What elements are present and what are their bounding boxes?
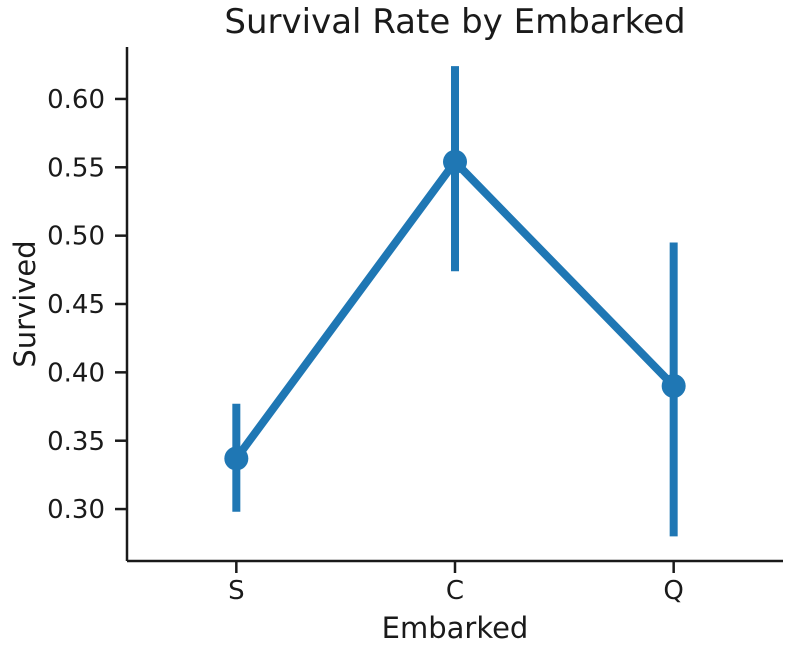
y-tick-label: 0.50 bbox=[47, 222, 105, 252]
y-tick-label: 0.35 bbox=[47, 427, 105, 457]
x-axis-label: Embarked bbox=[381, 611, 529, 645]
x-tick-label: Q bbox=[663, 576, 683, 606]
y-axis-label: Survived bbox=[8, 240, 42, 368]
y-tick-label: 0.45 bbox=[47, 290, 105, 320]
chart-title: Survival Rate by Embarked bbox=[224, 2, 686, 42]
y-tick-label: 0.40 bbox=[47, 358, 105, 388]
y-tick-label: 0.60 bbox=[47, 85, 105, 115]
data-point bbox=[224, 446, 249, 471]
x-tick-label: C bbox=[446, 576, 464, 606]
y-tick-label: 0.30 bbox=[47, 495, 105, 525]
data-point bbox=[443, 149, 467, 174]
y-tick-label: 0.55 bbox=[47, 153, 105, 183]
data-point bbox=[661, 374, 686, 399]
x-tick-label: S bbox=[228, 576, 245, 606]
